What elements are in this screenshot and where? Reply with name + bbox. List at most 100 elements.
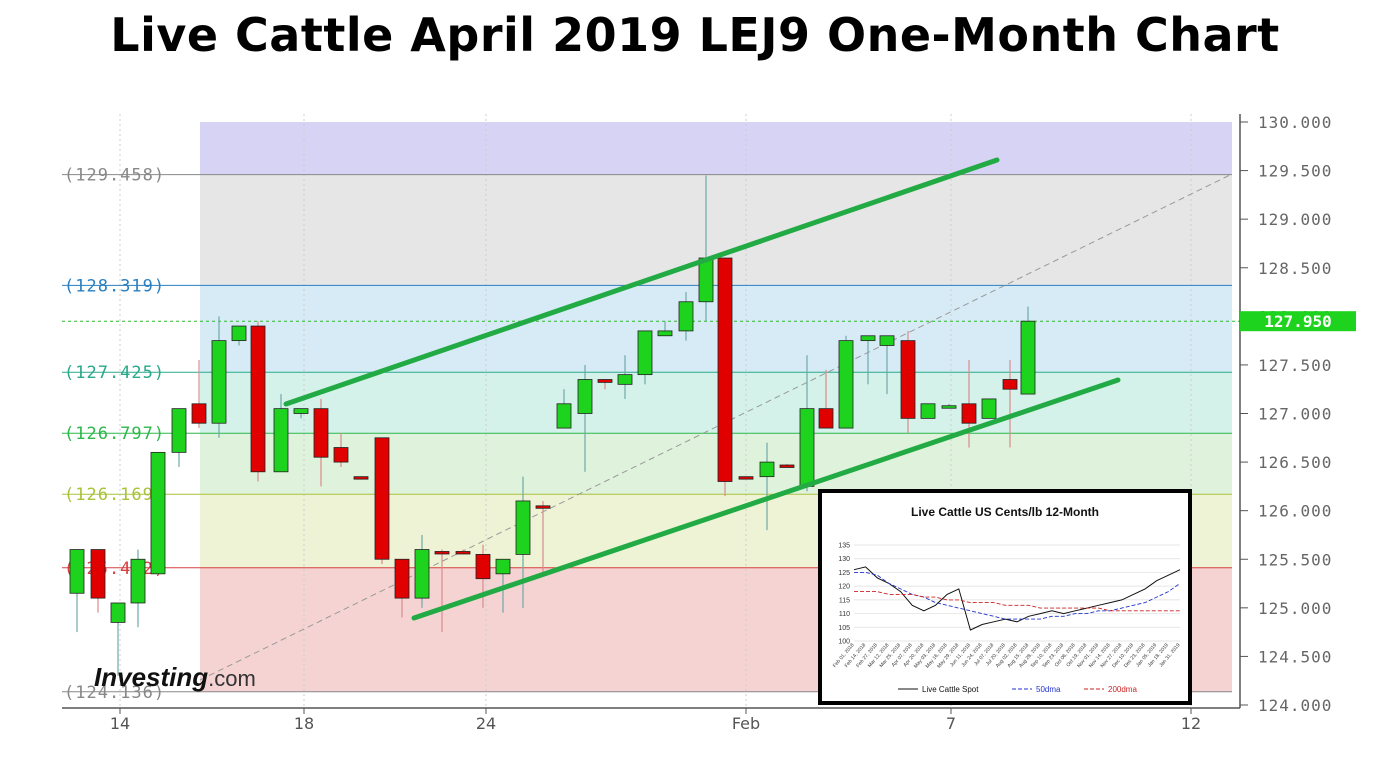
x-tick-label-3: Feb <box>732 714 760 733</box>
candle-body-32 <box>717 257 733 482</box>
candle-body-5 <box>171 408 187 453</box>
fib-label-3: (126.797) <box>64 424 165 444</box>
fib-band-0 <box>200 122 1232 175</box>
inset-y-tick-2: 125 <box>838 570 850 577</box>
candle-body-1 <box>90 549 106 599</box>
candle-body-21 <box>495 558 511 575</box>
channel-upper-line <box>283 157 1000 407</box>
investing-logo: Investing.com <box>94 662 256 693</box>
candle-body-12 <box>313 408 329 458</box>
inset-chart: Live Cattle US Cents/lb 12-Month 135 130 1… <box>818 489 1192 705</box>
watermark-suffix: .com <box>208 666 256 691</box>
fib-label-6: (124.136) <box>64 683 165 703</box>
candle-body-22 <box>515 500 531 555</box>
watermark-brand: Investing <box>94 662 209 692</box>
candle-body-38 <box>838 340 854 429</box>
candle-body-20 <box>475 553 491 580</box>
candle-body-16 <box>394 558 410 599</box>
x-tick-label-4: 7 <box>946 714 956 733</box>
fib-band-1 <box>200 174 1232 286</box>
candle-body-41 <box>900 340 916 419</box>
candle-body-11 <box>293 408 309 414</box>
inset-series-1 <box>854 571 1181 620</box>
inset-legend-label-0: Live Cattle Spot <box>922 685 979 694</box>
channel-lower-line <box>411 377 1121 621</box>
candle-body-14 <box>353 476 369 480</box>
inset-legend-label-1: 50dma <box>1036 685 1061 694</box>
x-tick-label-5: 12 <box>1181 714 1201 733</box>
inset-y-tick-5: 110 <box>839 611 850 618</box>
last-price-label: 127.950 <box>1240 311 1356 332</box>
fib-label-2: (127.425) <box>64 363 165 383</box>
candle-body-47 <box>1020 320 1036 395</box>
y-tick-label-8: 126.000 <box>1258 502 1332 521</box>
candle-body-23 <box>535 505 551 509</box>
fib-lines <box>62 174 1232 693</box>
candle-body-7 <box>211 340 227 424</box>
candle-body-34 <box>759 461 775 478</box>
candle-body-9 <box>250 325 266 473</box>
inset-y-tick-6: 105 <box>838 625 850 632</box>
inset-series-2 <box>854 591 1180 612</box>
candle-body-29 <box>657 330 673 337</box>
fib-band-2 <box>200 285 1232 373</box>
fib-label-4: (126.169) <box>64 485 165 505</box>
y-tick-label-7: 126.500 <box>1258 453 1332 472</box>
inset-y-tick-0: 135 <box>838 543 850 550</box>
fib-labels: (129.458) (128.319) (127.425) (126.797) (126… <box>64 166 165 703</box>
channel-lines <box>283 157 1121 621</box>
candle-body-28 <box>637 330 653 376</box>
candle-body-43 <box>941 405 957 409</box>
candle-body-36 <box>799 408 815 487</box>
inset-y-tick-4: 115 <box>839 597 850 604</box>
y-tick-label-0: 130.000 <box>1258 113 1332 132</box>
y-axis: 130.000129.500129.000128.500128.000127.5… <box>1239 113 1332 715</box>
y-tick-label-9: 125.500 <box>1258 550 1332 569</box>
candle-body-2 <box>110 602 126 623</box>
y-tick-label-12: 124.000 <box>1258 696 1332 715</box>
candle-body-45 <box>981 398 997 419</box>
y-tick-label-6: 127.000 <box>1258 405 1332 424</box>
candle-body-33 <box>738 476 754 480</box>
fib-label-0: (129.458) <box>64 166 165 186</box>
fib-band-4 <box>200 433 1232 495</box>
candle-body-6 <box>191 403 207 424</box>
candle-body-39 <box>860 335 876 342</box>
inset-y-tick-3: 120 <box>838 584 850 591</box>
candle-body-8 <box>231 325 247 342</box>
candle-body-30 <box>678 301 694 332</box>
candle-body-35 <box>779 464 795 468</box>
x-axis: 14 18 24 Feb 7 12 <box>62 707 1240 733</box>
candle-body-26 <box>597 379 613 383</box>
y-tick-label-2: 129.000 <box>1258 210 1332 229</box>
inset-legend-label-2: 200dma <box>1108 685 1137 694</box>
candle-body-31 <box>698 257 714 303</box>
candle-body-46 <box>1002 379 1018 390</box>
candle-body-3 <box>130 558 146 604</box>
x-tick-label-1: 18 <box>294 714 314 733</box>
candle-body-10 <box>273 408 289 473</box>
last-price-text: 127.950 <box>1264 312 1331 331</box>
y-tick-label-11: 124.500 <box>1258 647 1332 666</box>
candle-body-13 <box>333 447 349 463</box>
x-tick-label-2: 24 <box>476 714 496 733</box>
dashed-trend-line <box>199 173 1233 681</box>
fib-band-3 <box>200 372 1232 434</box>
candle-body-18 <box>434 551 450 555</box>
inset-series-0 <box>853 566 1181 631</box>
candle-body-40 <box>879 335 895 346</box>
last-price-box <box>1240 311 1356 332</box>
x-tick-label-0: 14 <box>110 714 130 733</box>
inset-y-tick-1: 130 <box>838 556 850 563</box>
candles <box>69 175 1036 676</box>
trend-dashed-line <box>62 173 1240 681</box>
fib-bands <box>200 122 1232 692</box>
candle-body-17 <box>414 549 430 599</box>
y-tick-label-5: 127.500 <box>1258 356 1332 375</box>
candle-body-24 <box>556 403 572 429</box>
y-tick-label-1: 129.500 <box>1258 162 1332 181</box>
candle-body-25 <box>577 379 593 414</box>
candle-body-4 <box>150 451 166 575</box>
y-tick-label-10: 125.000 <box>1258 599 1332 618</box>
